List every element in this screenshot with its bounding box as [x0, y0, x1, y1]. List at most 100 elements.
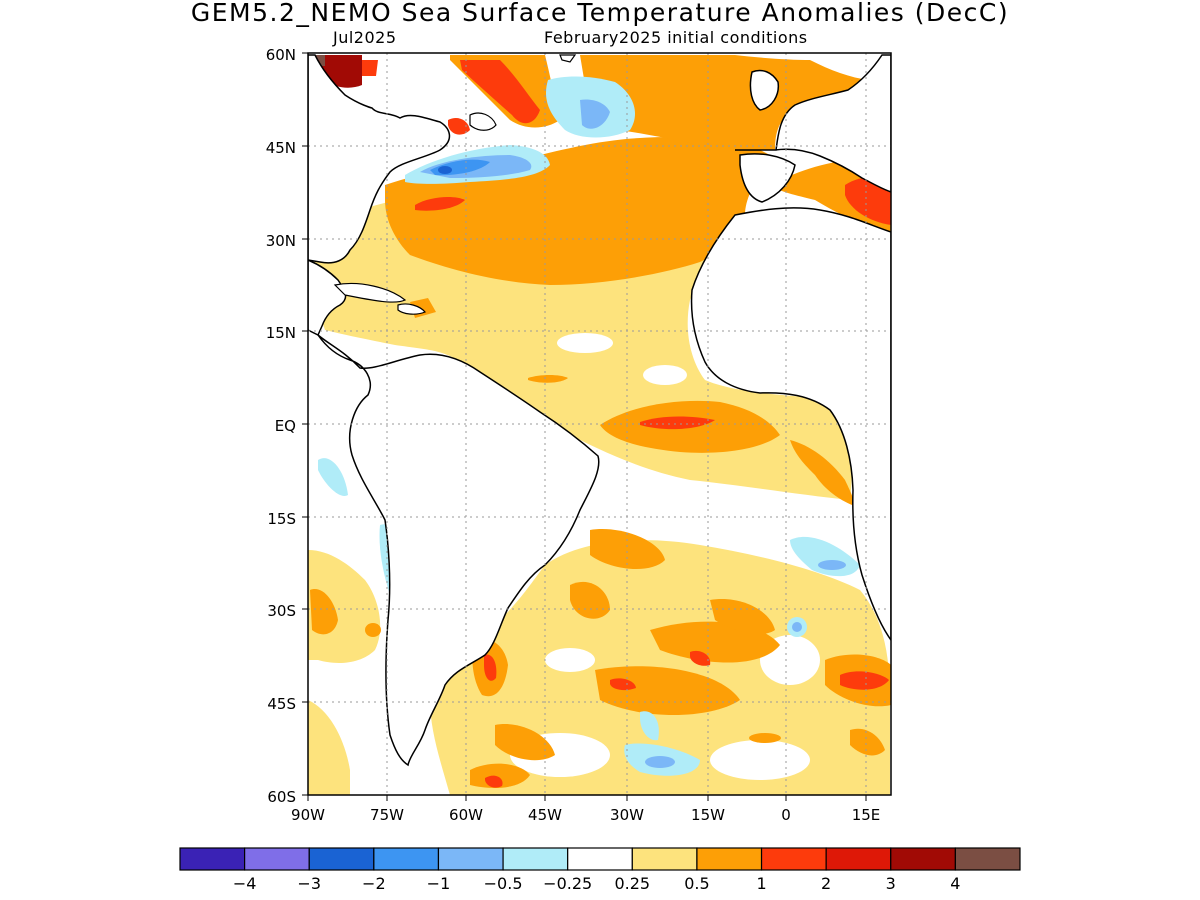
anomaly-region-red-northwest — [460, 60, 540, 124]
anomaly-region-orange-brazil-north — [528, 375, 568, 383]
anomaly-region-orange-south-5 — [710, 599, 775, 635]
lat-label: 60N — [266, 46, 296, 64]
anomaly-region-red-south-5 — [485, 775, 503, 788]
landmass-hispaniola — [397, 303, 426, 315]
anomaly-region-orange-south-4 — [595, 666, 740, 715]
anomaly-region-blue-benguela — [818, 560, 846, 570]
anomaly-region-orange-angola — [790, 440, 854, 505]
colorbar-swatch — [631, 847, 698, 871]
anomaly-region-orange-pacific-2 — [365, 623, 381, 637]
anomaly-region-deepblue-gulfstream — [438, 166, 452, 174]
anomaly-field — [308, 54, 891, 795]
anomaly-region-light-pacific — [308, 550, 381, 663]
anomaly-region-red-equatorial — [640, 416, 715, 430]
lat-label: 45N — [266, 139, 296, 157]
landmass-newfoundland — [469, 112, 497, 131]
colorbar-tick-label: −1 — [427, 874, 451, 893]
colorbar-tick-label: −0.25 — [543, 874, 592, 893]
map-gridlines — [308, 53, 891, 795]
lon-label: 30W — [610, 806, 644, 824]
colorbar-tick-label: 4 — [950, 874, 960, 893]
map-panel: 60N 45N 30N 15N EQ 15S 30S 45S 60S 90W 7… — [266, 46, 892, 824]
colorbar-tick-label: 0.25 — [614, 874, 650, 893]
anomaly-region-orange-pacific-1 — [310, 589, 338, 635]
landmass-greenland-tip — [559, 54, 577, 63]
landmass-africa — [690, 207, 891, 642]
anomaly-hole-2 — [643, 365, 687, 385]
landmass-uk — [749, 69, 780, 111]
map-ticks — [302, 52, 867, 801]
colorbar-swatch — [437, 847, 504, 871]
anomaly-hole-7 — [710, 740, 810, 780]
anomaly-region-blue-southwest — [645, 756, 675, 768]
lat-label: 30N — [266, 232, 296, 250]
colorbar-tick-label: 1 — [756, 874, 766, 893]
colorbar-swatch — [308, 847, 375, 871]
lon-label: 15E — [852, 806, 881, 824]
valid-month-label: Jul2025 — [333, 28, 397, 47]
colorbar-swatch — [760, 847, 827, 871]
anomaly-region-orange-se-1 — [850, 728, 885, 756]
anomaly-hole-4 — [545, 648, 595, 672]
colorbar-tick-label: 3 — [886, 874, 896, 893]
lon-label: 90W — [291, 806, 325, 824]
colorbar-tick-label: 0.5 — [684, 874, 709, 893]
anomaly-region-lightblue-pacific — [318, 458, 348, 496]
landmass-iberia — [739, 153, 796, 203]
figure-title: GEM5.2_NEMO Sea Surface Temperature Anom… — [190, 0, 1010, 27]
init-conditions-label: February2025 initial conditions — [544, 28, 808, 47]
lon-label: 45W — [528, 806, 562, 824]
anomaly-region-orange-se-2 — [749, 733, 781, 743]
colorbar-swatch — [890, 847, 956, 871]
anomaly-region-lightblue-south — [640, 711, 659, 741]
colorbar-swatch — [244, 847, 310, 871]
landmass-central-america — [308, 259, 347, 337]
colorbar-tick-label: −3 — [297, 874, 321, 893]
anomaly-region-orange-south-9 — [470, 763, 530, 788]
landmass-cuba — [333, 282, 407, 303]
anomaly-region-red-south-4 — [484, 654, 497, 681]
colorbar-swatch — [567, 847, 633, 871]
anomaly-hole-1 — [557, 333, 613, 353]
lon-label: 0 — [781, 806, 791, 824]
lat-label: 15N — [266, 324, 296, 342]
colorbar-tick-label: −4 — [233, 874, 257, 893]
anomaly-region-orange-south-8 — [495, 724, 555, 761]
colorbar-tick-label: 2 — [821, 874, 831, 893]
lon-label: 15W — [691, 806, 725, 824]
lat-label: 60S — [267, 788, 296, 806]
anomaly-region-red-mediterranean — [845, 176, 891, 225]
landmass-north-america — [308, 54, 451, 264]
colorbar-swatch — [954, 847, 1021, 871]
colorbar-swatch — [502, 847, 569, 871]
colorbar-tick-label: −2 — [362, 874, 386, 893]
anomaly-region-blue-north — [580, 99, 610, 129]
anomaly-region-red-labrador — [448, 118, 470, 135]
landmass-south-america — [317, 334, 600, 767]
anomaly-hole-3 — [655, 485, 745, 505]
colorbar-swatch — [696, 847, 763, 871]
lon-label: 60W — [449, 806, 483, 824]
anomaly-region-orange-north-east — [580, 55, 880, 150]
anomaly-region-blue-southeast — [792, 622, 802, 632]
colorbar: −4 −3 −2 −1 −0.5 −0.25 0.25 0.5 1 2 3 4 — [179, 847, 1021, 893]
lat-label: 15S — [267, 510, 296, 528]
anomaly-region-red-south-2 — [690, 650, 711, 666]
colorbar-swatch — [825, 847, 892, 871]
lat-label: 30S — [267, 602, 296, 620]
colorbar-swatch — [373, 847, 440, 871]
anomaly-region-red-south-3 — [840, 671, 889, 690]
lon-label: 75W — [370, 806, 404, 824]
anomaly-region-red-gulfstream — [415, 197, 465, 211]
anomaly-region-light-pacific-south — [308, 700, 350, 795]
anomaly-region-red-hudson — [360, 60, 378, 76]
lat-label: EQ — [275, 417, 296, 435]
anomaly-region-orange-south-1 — [590, 529, 665, 570]
landmass-europe — [735, 54, 891, 193]
colorbar-swatch — [179, 847, 246, 871]
anomaly-region-red-south-1 — [610, 678, 636, 691]
lat-label: 45S — [267, 695, 296, 713]
colorbar-tick-label: −0.5 — [484, 874, 523, 893]
